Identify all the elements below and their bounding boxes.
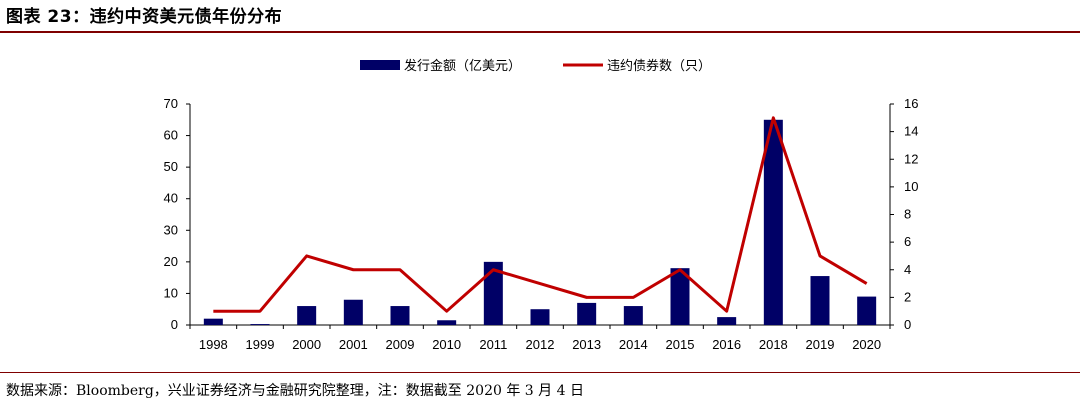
bar [670,268,690,325]
right-tick-label: 8 [904,207,911,222]
x-tick-label: 2018 [759,337,788,352]
x-tick-label: 2011 [479,337,507,352]
right-tick-label: 16 [904,96,918,111]
right-tick-label: 0 [904,317,911,332]
x-tick-label: 2016 [712,337,741,352]
legend-bar-label: 发行金额（亿美元） [404,58,521,74]
left-tick-label: 10 [164,285,178,300]
bar [530,309,550,325]
chart: 发行金额（亿美元） 违约债券数（只） 0 10 20 30 40 50 60 70 0 2 4 6 8 1… [164,58,919,352]
right-axis: 0 2 4 6 8 10 12 14 16 [889,96,918,332]
bar [250,324,270,325]
legend-bar-swatch [360,60,400,70]
right-tick-label: 2 [904,289,911,304]
left-tick-label: 50 [164,159,178,174]
x-tick-label: 2014 [619,337,648,352]
bar [437,320,457,325]
bar [623,306,643,325]
left-tick-label: 70 [164,96,178,111]
line-series [213,116,868,313]
legend-line-label: 违约债券数（只） [607,58,711,74]
left-axis: 0 10 20 30 40 50 60 70 [164,96,191,332]
source-note: 数据来源：Bloomberg，兴业证券经济与金融研究院整理，注：数据截至 202… [6,383,584,399]
right-tick-label: 6 [904,234,911,249]
x-tick-label: 1999 [246,337,275,352]
right-tick-label: 10 [904,179,918,194]
x-tick-label: 1998 [199,337,228,352]
bar-series [203,119,877,326]
left-tick-label: 60 [164,128,178,143]
x-tick-label: 2019 [806,337,835,352]
bar [857,296,877,325]
x-tick-label: 2015 [666,337,695,352]
bottom-rule [0,372,1080,373]
bar [297,306,317,325]
top-rule [0,31,1080,33]
bar [810,276,830,325]
x-tick-label: 2009 [386,337,415,352]
x-axis: 1998 1999 2000 2001 2009 2010 2011 2012 2013 2014… [189,324,891,352]
x-tick-label: 2000 [292,337,321,352]
bar [343,299,363,325]
legend: 发行金额（亿美元） 违约债券数（只） [360,58,711,74]
x-tick-label: 2020 [852,337,881,352]
bar [203,318,223,325]
bar [390,306,410,325]
right-tick-label: 14 [904,124,918,139]
bar [763,119,783,326]
title-bar: 图表 23：违约中资美元债年份分布 [0,0,1080,30]
bar [483,261,503,325]
right-tick-label: 12 [904,151,918,166]
left-tick-label: 40 [164,191,178,206]
bar [577,302,597,325]
left-tick-label: 20 [164,254,178,269]
right-tick-label: 4 [904,262,911,277]
left-tick-label: 0 [171,317,178,332]
x-tick-label: 2010 [432,337,461,352]
bar [717,317,737,325]
x-tick-label: 2013 [572,337,601,352]
left-tick-label: 30 [164,222,178,237]
x-tick-label: 2012 [526,337,555,352]
x-tick-label: 2001 [339,337,368,352]
chart-title: 图表 23：违约中资美元债年份分布 [6,7,283,27]
